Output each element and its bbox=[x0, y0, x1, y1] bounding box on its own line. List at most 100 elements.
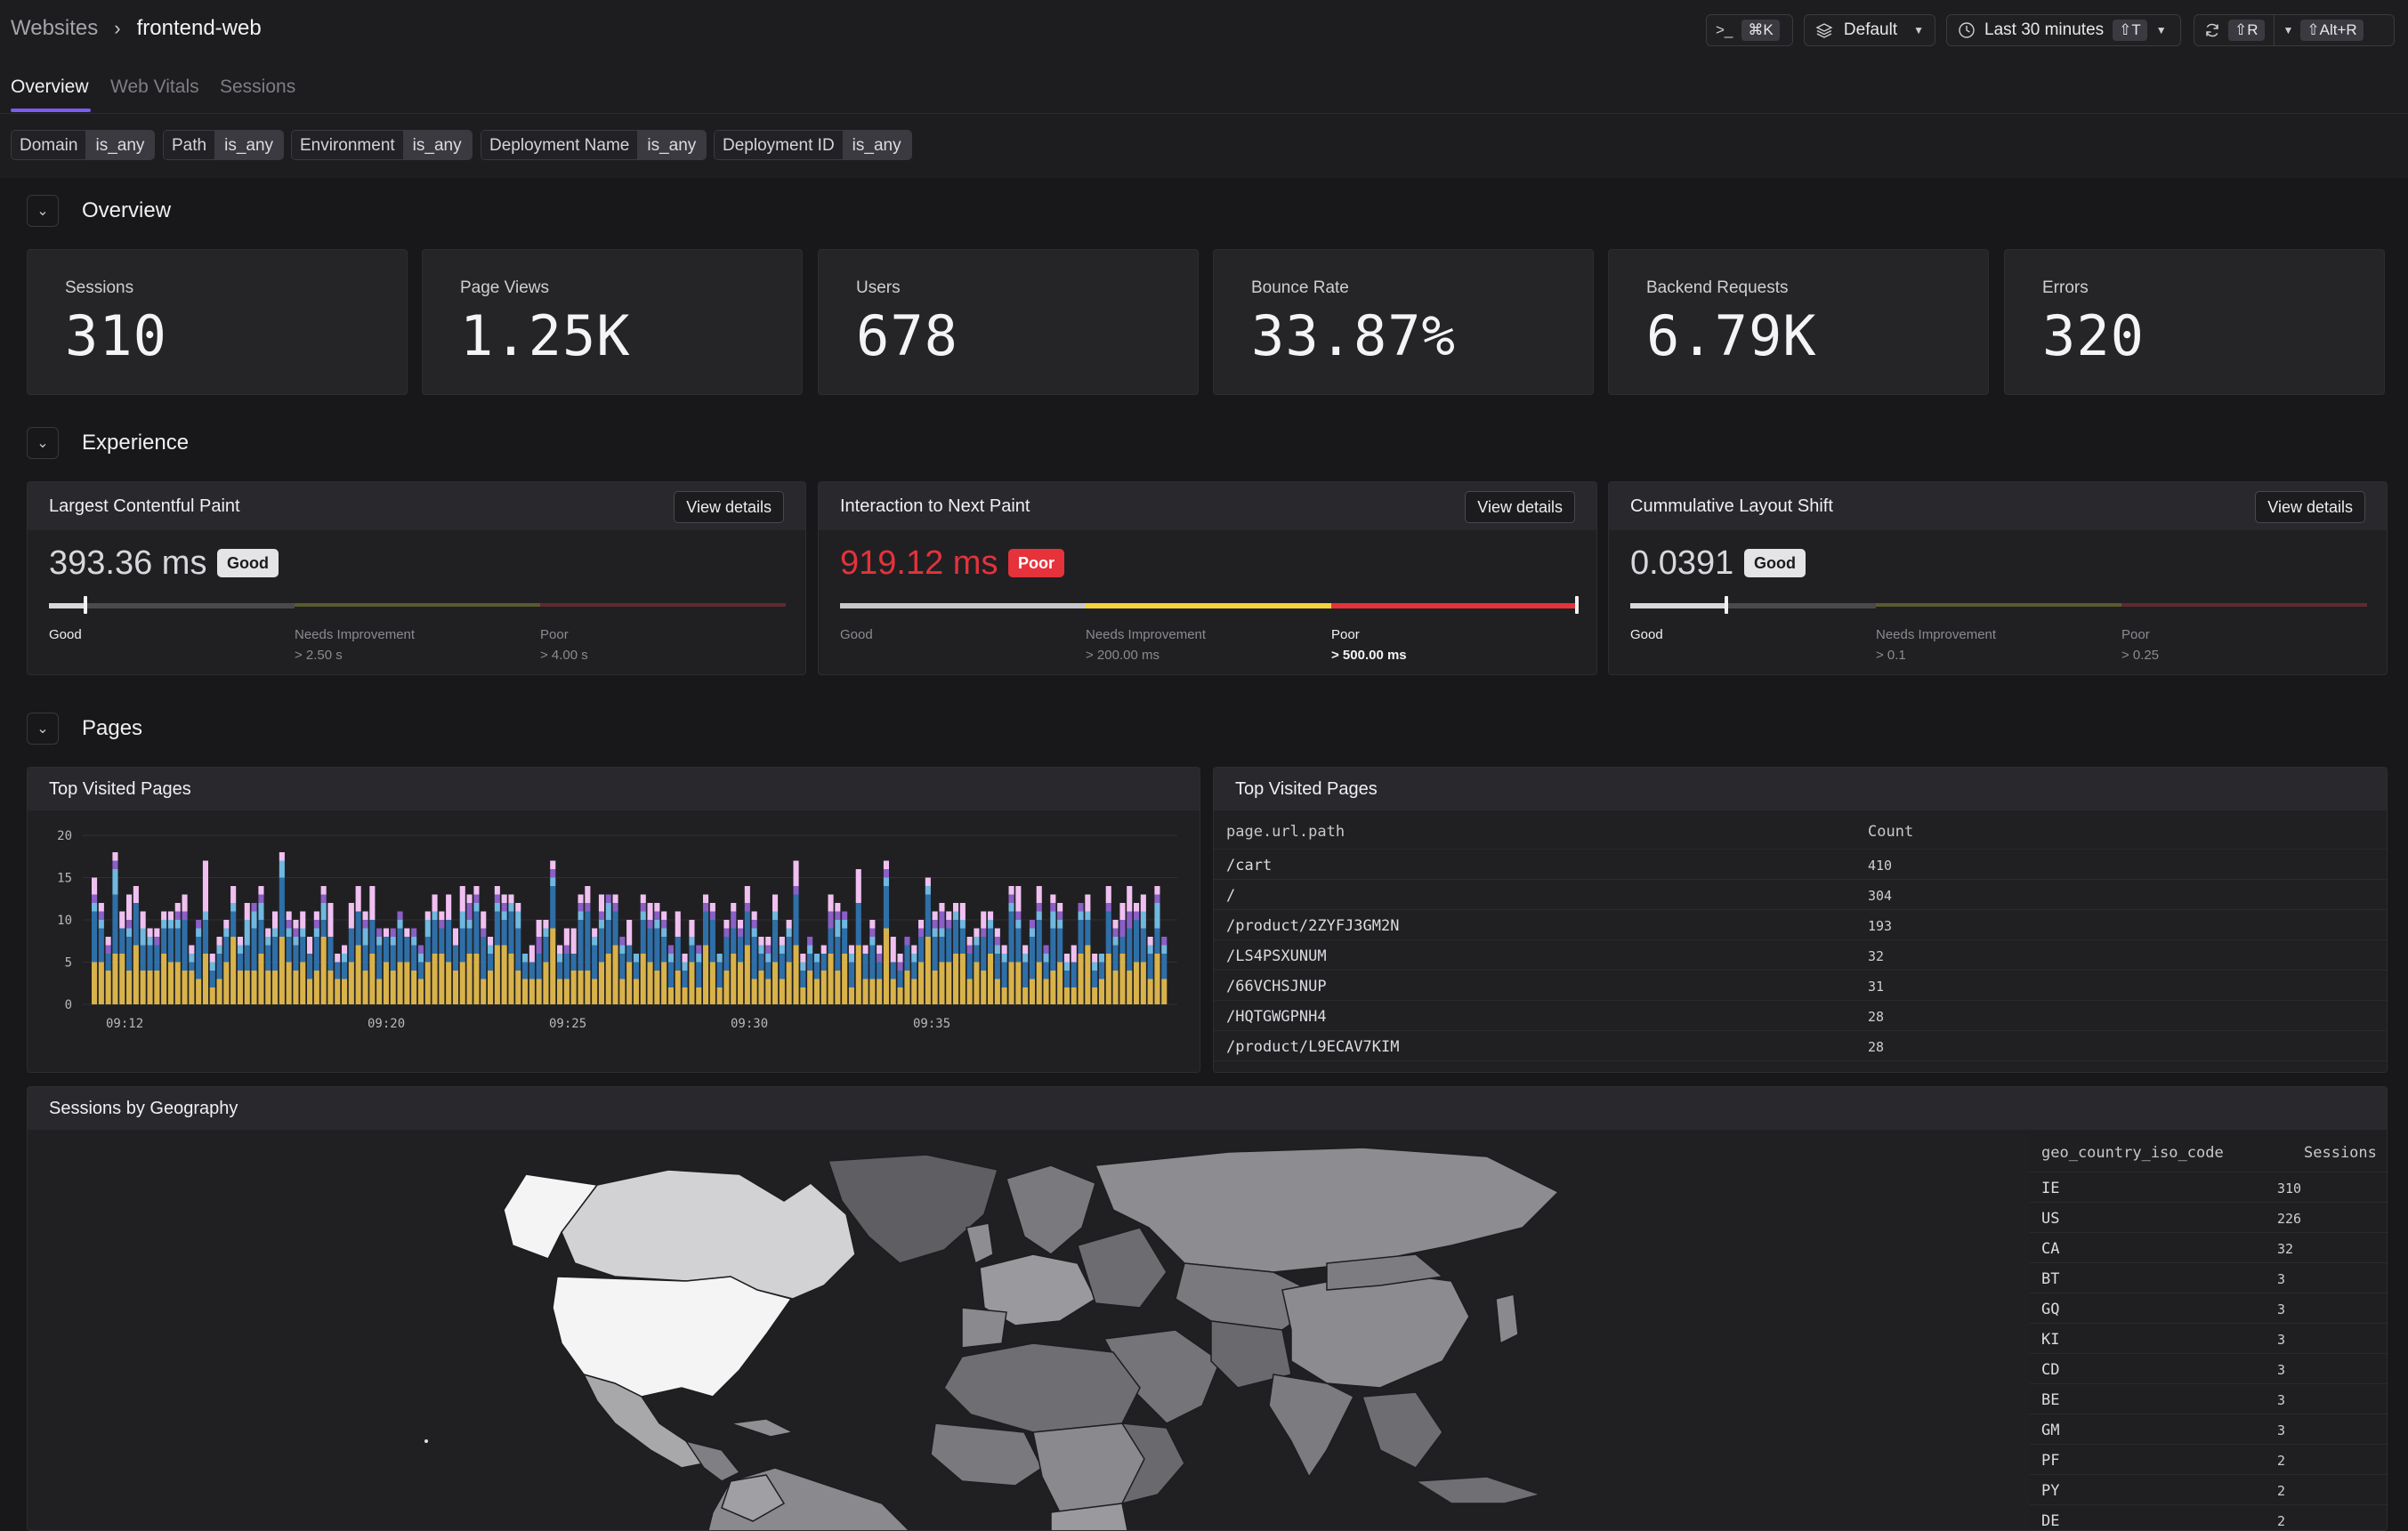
bar-segment bbox=[1043, 954, 1049, 963]
filter-chip-path[interactable]: Path is_any bbox=[163, 130, 285, 160]
label-text: Good bbox=[49, 627, 82, 642]
bar-segment bbox=[417, 945, 424, 954]
stacked-bar-chart[interactable]: 0 5 10 15 20 09:12 09:20 09:25 09:30 09:35 bbox=[28, 810, 1200, 1073]
bar-segment bbox=[1127, 971, 1133, 1004]
filter-chip-environment[interactable]: Environment is_any bbox=[291, 130, 473, 160]
view-selector[interactable]: Default ▼ bbox=[1804, 14, 1935, 46]
bar-segment bbox=[661, 920, 667, 929]
world-map[interactable] bbox=[28, 1130, 2030, 1531]
tab-overview[interactable]: Overview bbox=[11, 77, 89, 97]
bar-segment bbox=[1161, 979, 1168, 1004]
table-row[interactable]: BE 3 bbox=[2030, 1384, 2387, 1414]
map-region-usa bbox=[552, 1276, 793, 1398]
filter-operator[interactable]: is_any bbox=[402, 131, 472, 159]
column-header-path[interactable]: page.url.path bbox=[1226, 823, 1345, 841]
bar-segment bbox=[703, 911, 709, 946]
card-title: Interaction to Next Paint bbox=[840, 496, 1030, 516]
map-region-indonesia bbox=[1413, 1476, 1543, 1504]
table-row[interactable]: US 226 bbox=[2030, 1203, 2387, 1233]
bar-segment bbox=[119, 928, 125, 954]
bar-segment bbox=[640, 954, 646, 1004]
refresh-shortcut: ⇧R bbox=[2228, 20, 2265, 41]
collapse-toggle[interactable]: ⌄ bbox=[27, 195, 59, 227]
bar-segment bbox=[174, 911, 181, 920]
bar-segment bbox=[202, 860, 208, 912]
bar-segment bbox=[744, 945, 750, 1004]
bar-segment bbox=[230, 886, 237, 903]
column-header-country[interactable]: geo_country_iso_code bbox=[2041, 1144, 2224, 1162]
view-details-button[interactable]: View details bbox=[2255, 491, 2365, 523]
bar-segment bbox=[307, 954, 313, 979]
filter-chip-domain[interactable]: Domain is_any bbox=[11, 130, 156, 160]
bar-segment bbox=[1008, 911, 1014, 963]
table-row[interactable]: /product/L9ECAV7KIM 28 bbox=[1214, 1031, 2387, 1061]
filter-operator[interactable]: is_any bbox=[637, 131, 707, 159]
table-row[interactable]: CD 3 bbox=[2030, 1354, 2387, 1384]
table-row[interactable]: /66VCHSJNUP 31 bbox=[1214, 971, 2387, 1001]
bar-segment bbox=[196, 928, 202, 937]
caret-down-icon: ▼ bbox=[2155, 24, 2167, 36]
table-row[interactable]: GQ 3 bbox=[2030, 1293, 2387, 1324]
map-region-russia bbox=[1094, 1147, 1560, 1273]
top-pages-table-card: Top Visited Pages page.url.path Count /c… bbox=[1213, 767, 2388, 1073]
bar-segment bbox=[592, 945, 598, 979]
cell-path: /cart bbox=[1226, 857, 1273, 874]
bar-segment bbox=[320, 937, 327, 1004]
collapse-toggle[interactable]: ⌄ bbox=[27, 713, 59, 745]
bar-segment bbox=[167, 928, 174, 963]
table-row[interactable]: IE 310 bbox=[2030, 1172, 2387, 1203]
table-row[interactable]: PF 2 bbox=[2030, 1445, 2387, 1475]
filter-operator[interactable]: is_any bbox=[842, 131, 911, 159]
collapse-toggle[interactable]: ⌄ bbox=[27, 427, 59, 459]
auto-refresh-caret-icon[interactable]: ▼ bbox=[2283, 24, 2294, 36]
table-row[interactable]: /HQTGWGPNH4 28 bbox=[1214, 1001, 2387, 1031]
table-row[interactable]: / 304 bbox=[1214, 880, 2387, 910]
bar-segment bbox=[751, 911, 757, 920]
column-header-sessions[interactable]: Sessions bbox=[2304, 1144, 2377, 1162]
table-row[interactable]: KI 3 bbox=[2030, 1324, 2387, 1354]
view-details-button[interactable]: View details bbox=[1465, 491, 1575, 523]
table-row[interactable]: GM 3 bbox=[2030, 1414, 2387, 1445]
table-row[interactable]: /product/2ZYFJ3GM2N 193 bbox=[1214, 910, 2387, 940]
tab-web-vitals[interactable]: Web Vitals bbox=[110, 77, 199, 97]
filter-operator[interactable]: is_any bbox=[85, 131, 155, 159]
bar-segment bbox=[1050, 911, 1056, 929]
table-row[interactable]: DE 2 bbox=[2030, 1505, 2387, 1530]
bar-segment bbox=[202, 911, 208, 920]
table-row[interactable]: /LS4PSXUNUM 32 bbox=[1214, 940, 2387, 971]
bar-segment bbox=[1057, 903, 1063, 912]
command-button[interactable]: >_ ⌘K bbox=[1706, 14, 1793, 46]
bar-segment bbox=[105, 945, 111, 954]
bar-segment bbox=[112, 860, 118, 869]
bar-segment bbox=[793, 886, 799, 895]
view-details-button[interactable]: View details bbox=[674, 491, 784, 523]
map-region-southeast-asia bbox=[1361, 1391, 1443, 1469]
bar-segment bbox=[1078, 954, 1084, 1004]
card-title: Largest Contentful Paint bbox=[49, 496, 240, 516]
table-row[interactable]: BT 3 bbox=[2030, 1263, 2387, 1293]
column-header-count[interactable]: Count bbox=[1868, 823, 1914, 841]
bar-segment bbox=[800, 954, 806, 963]
tab-sessions[interactable]: Sessions bbox=[220, 77, 296, 97]
table-row[interactable]: PY 2 bbox=[2030, 1475, 2387, 1505]
bar-segment bbox=[696, 987, 702, 1004]
bar-segment bbox=[633, 954, 639, 963]
bar-segment bbox=[543, 937, 549, 963]
bar-segment bbox=[286, 920, 292, 929]
bar-segment bbox=[939, 937, 945, 963]
table-row[interactable]: CA 32 bbox=[2030, 1233, 2387, 1263]
filter-chip-deployment-name[interactable]: Deployment Name is_any bbox=[481, 130, 707, 160]
clock-icon bbox=[1959, 22, 1975, 38]
breadcrumb-root[interactable]: Websites bbox=[11, 16, 99, 40]
view-label: Default bbox=[1843, 20, 1898, 39]
bar-segment bbox=[550, 928, 556, 1004]
threshold-bar-poor bbox=[2121, 603, 2367, 607]
bar-segment bbox=[654, 928, 660, 971]
filter-operator[interactable]: is_any bbox=[214, 131, 284, 159]
filter-chip-deployment-id[interactable]: Deployment ID is_any bbox=[714, 130, 912, 160]
bar-segment bbox=[494, 894, 500, 903]
bar-segment bbox=[585, 903, 591, 912]
table-row[interactable]: /cart 410 bbox=[1214, 850, 2387, 880]
refresh-icon[interactable] bbox=[2203, 21, 2221, 39]
time-range-selector[interactable]: Last 30 minutes ⇧T ▼ bbox=[1946, 14, 2181, 46]
